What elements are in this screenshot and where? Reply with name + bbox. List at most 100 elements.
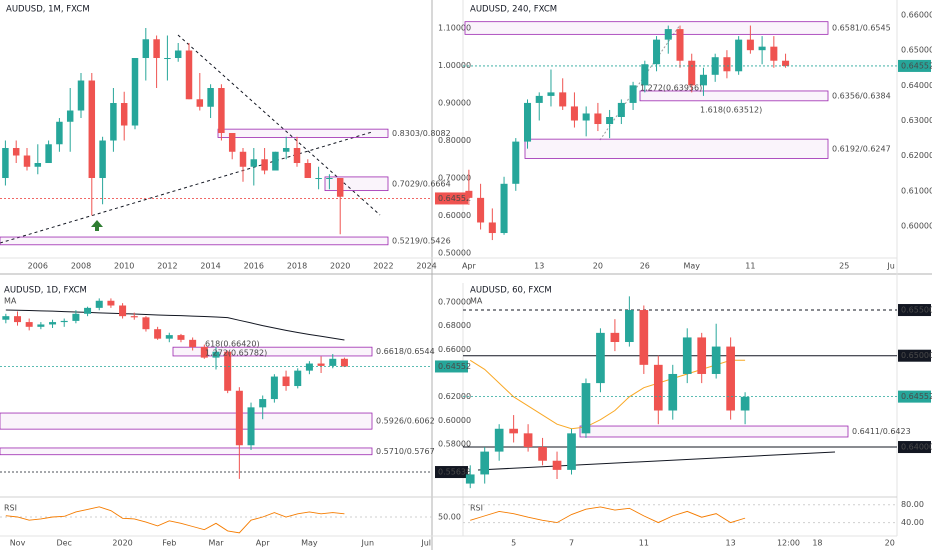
x-tick-label: Apr [256, 539, 271, 548]
y-tick-label: 0.62000 [901, 151, 932, 160]
candle-body [25, 322, 33, 327]
zone-label: 0.6618/0.6544 [376, 347, 435, 356]
x-tick-label: 18 [812, 539, 822, 548]
candle-body [259, 399, 267, 408]
x-tick-label: 2020 [330, 262, 350, 271]
trend-line [477, 451, 836, 471]
candle-body [682, 337, 692, 374]
price-zone [524, 138, 829, 159]
x-tick-label: 2016 [244, 262, 264, 271]
candle-body [509, 428, 518, 434]
y-tick-label: 0.68000 [438, 321, 471, 330]
y-tick-label: 0.62000 [438, 392, 471, 401]
candle-body [629, 85, 637, 103]
candle-body [49, 322, 57, 325]
candle-body [653, 364, 663, 411]
candle-body [664, 29, 672, 40]
trend-line [599, 24, 681, 141]
candle-body [304, 163, 312, 179]
zone-label: 0.7029/0.6664 [392, 179, 451, 188]
candle-body [84, 307, 92, 314]
rsi-line [5, 506, 345, 534]
tick-label-box [898, 441, 931, 454]
candle-body [500, 183, 508, 234]
x-tick-label: Ju [886, 262, 894, 271]
x-tick-label: 2018 [287, 262, 307, 271]
y-tick-label: 0.80000 [438, 136, 471, 145]
x-tick-label: 20 [593, 262, 603, 271]
price-zone [579, 425, 849, 438]
candle-body [2, 148, 9, 179]
rsi-label: RSI [4, 504, 17, 513]
candle-body [494, 428, 504, 452]
zone-label: 0.6192/0.6247 [832, 144, 891, 153]
y-tick-label: 1.00000 [438, 61, 471, 70]
candle-body [60, 320, 68, 323]
candle-body [174, 50, 182, 59]
y-tick-label: 0.90000 [438, 99, 471, 108]
zone-label: 0.8303/0.8082 [392, 129, 451, 138]
candle-body [639, 310, 649, 365]
candle-body [305, 363, 313, 371]
candle-body [538, 447, 547, 461]
candle-body [110, 103, 117, 141]
rsi-tick-label: 40.00 [901, 518, 924, 527]
candle-body [228, 133, 236, 152]
candle-body [581, 383, 591, 434]
y-tick-label: 0.50000 [438, 249, 471, 258]
price-label: 0.64552 [901, 392, 932, 401]
candle-body [746, 39, 754, 51]
x-tick-label: 2022 [373, 262, 393, 271]
y-tick-label: 0.63000 [901, 116, 932, 125]
candle-body [617, 102, 625, 117]
y-tick-label: 0.65000 [901, 351, 932, 360]
candle-body [465, 474, 475, 484]
candle-body [317, 363, 325, 366]
price-zone [639, 90, 829, 102]
zone-label: 0.5926/0.6062 [376, 417, 435, 426]
candle-body [735, 39, 743, 72]
zone-label: 0.6356/0.6384 [832, 91, 891, 100]
x-tick-label: 2012 [157, 262, 177, 271]
candle-body [570, 106, 578, 121]
candle-body [45, 144, 52, 164]
candle-body [34, 163, 42, 167]
candle-body [207, 88, 214, 107]
x-tick-label: 5 [511, 539, 516, 548]
candle-body [676, 29, 684, 61]
x-tick-label: Nov [10, 539, 26, 548]
candle-body [770, 46, 778, 61]
candle-body [153, 39, 160, 59]
x-tick-label: 13 [726, 539, 736, 548]
x-tick-label: Dec [56, 539, 71, 548]
candle-body [250, 159, 258, 167]
candle-body [523, 102, 532, 142]
candle-body [336, 178, 344, 197]
price-zone [464, 21, 829, 35]
candle-body [282, 148, 290, 152]
candle-body [723, 57, 731, 72]
x-tick-label: 26 [640, 262, 650, 271]
candle-body [559, 92, 567, 107]
fib-label: 1.272(0.63956) [640, 84, 702, 93]
candle-body [523, 433, 533, 448]
candle-body [293, 148, 301, 164]
price-label-box [898, 59, 931, 72]
x-tick-label: Feb [162, 539, 176, 548]
candle-body [120, 103, 128, 126]
candle-body [641, 64, 649, 86]
y-tick-label: 0.65000 [901, 46, 932, 55]
candle-body [56, 121, 63, 145]
candle-body [668, 373, 678, 411]
price-label-box [435, 360, 468, 373]
candle-body [218, 88, 225, 134]
x-tick-label: 11 [639, 539, 649, 548]
candle-body [164, 58, 171, 60]
price-zone [324, 176, 389, 192]
x-tick-label: May [683, 262, 700, 271]
candle-body [782, 60, 790, 67]
candle-body [66, 110, 74, 122]
x-tick-label: 25 [839, 262, 849, 271]
candle-body [653, 39, 661, 65]
